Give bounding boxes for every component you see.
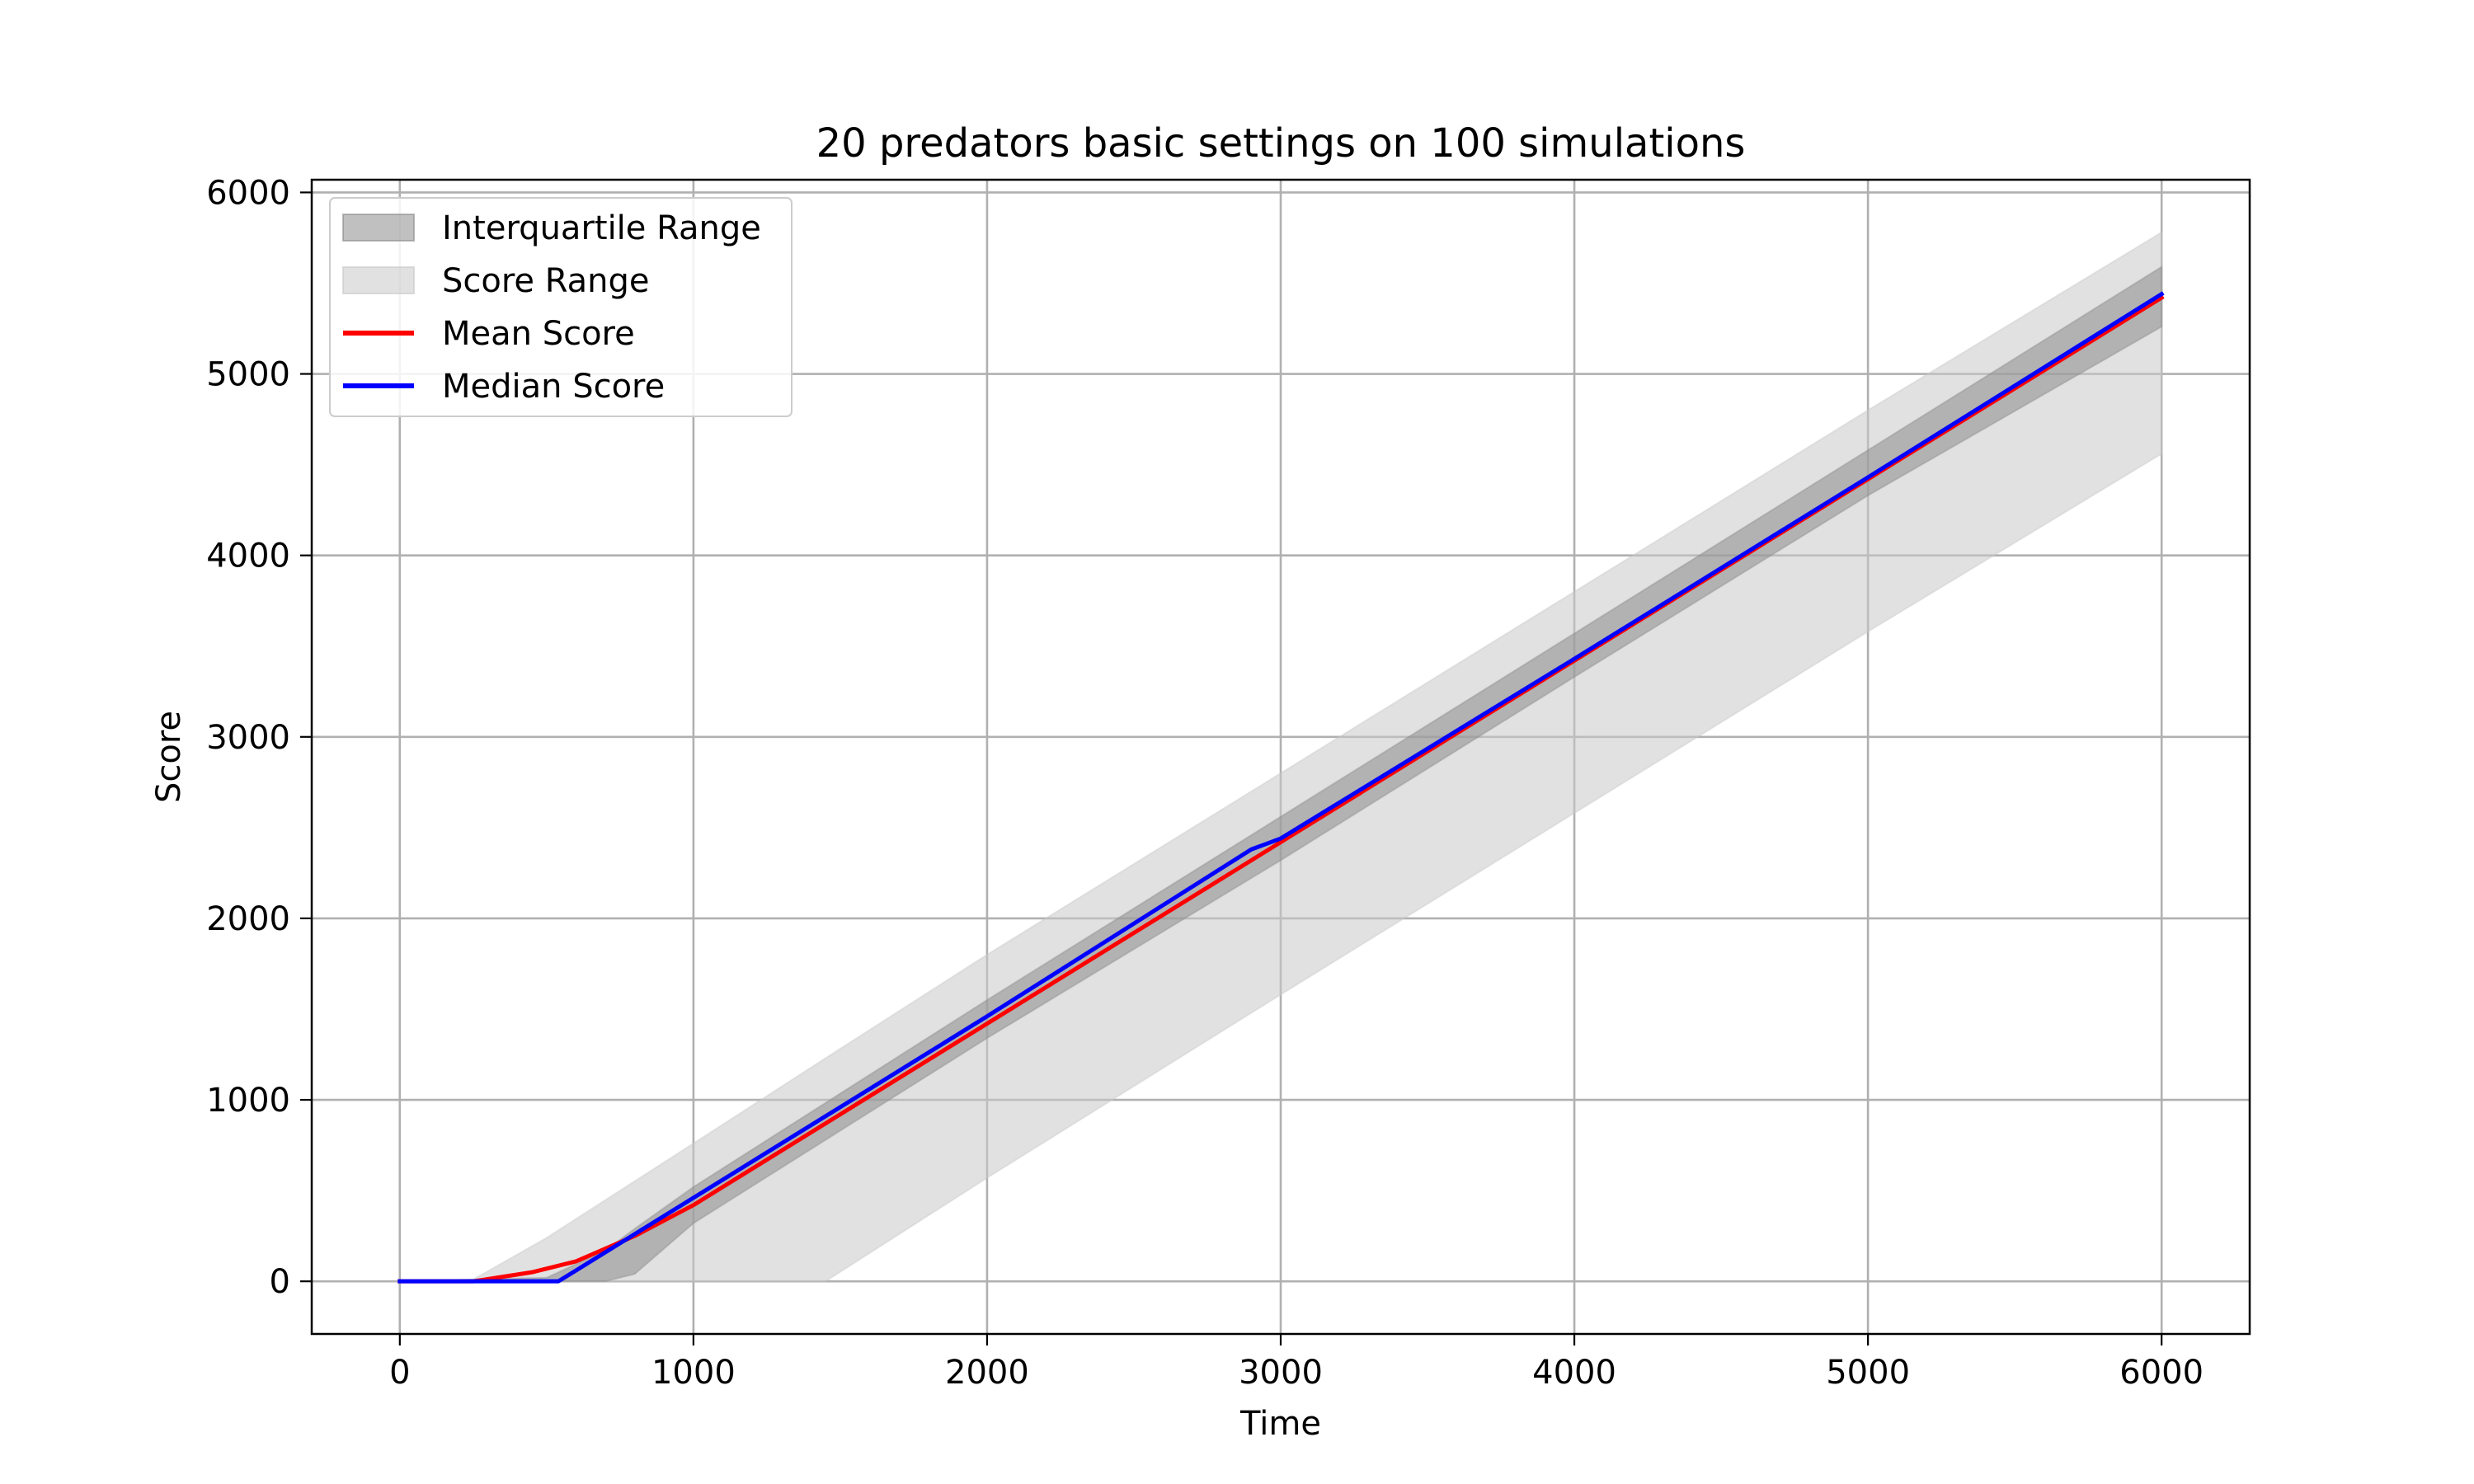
y-tick-label: 6000 [206,174,290,212]
legend-box [329,197,793,417]
legend: Interquartile Range Score Range Mean Score… [329,197,793,417]
legend-label-median-score: Median Score [442,368,665,406]
y-tick-label: 0 [270,1263,290,1301]
y-tick-label: 4000 [206,538,290,575]
grid-lines [312,180,2250,1334]
x-tick-label: 5000 [1826,1354,1910,1392]
y-tick-label: 5000 [206,356,290,394]
y-axis-label: Score [150,711,188,803]
x-tick-label: 0 [389,1354,410,1392]
x-tick-label: 1000 [651,1354,736,1392]
y-tick-label: 1000 [206,1082,290,1120]
legend-label-interquartile-range: Interquartile Range [442,209,761,247]
score-range-band [399,231,2163,1283]
x-axis: 0 1000 2000 3000 4000 5000 6000 [389,1334,2204,1392]
series-lines [397,291,2165,1284]
median-score-line [397,291,2165,1284]
x-axis-label: Time [1239,1405,1321,1443]
chart-title: 20 predators basic settings on 100 simul… [816,120,1746,167]
legend-label-mean-score: Mean Score [442,315,635,353]
x-tick-label: 3000 [1239,1354,1323,1392]
y-tick-label: 3000 [206,719,290,757]
legend-swatch-interquartile-range [342,214,415,242]
legend-label-score-range: Score Range [442,262,650,300]
x-tick-label: 6000 [2119,1354,2204,1392]
y-tick-label: 2000 [206,900,290,938]
y-axis: 0 1000 2000 3000 4000 5000 6000 [206,174,312,1301]
x-tick-label: 4000 [1532,1354,1616,1392]
legend-swatch-score-range [342,266,415,294]
x-tick-label: 2000 [945,1354,1029,1392]
